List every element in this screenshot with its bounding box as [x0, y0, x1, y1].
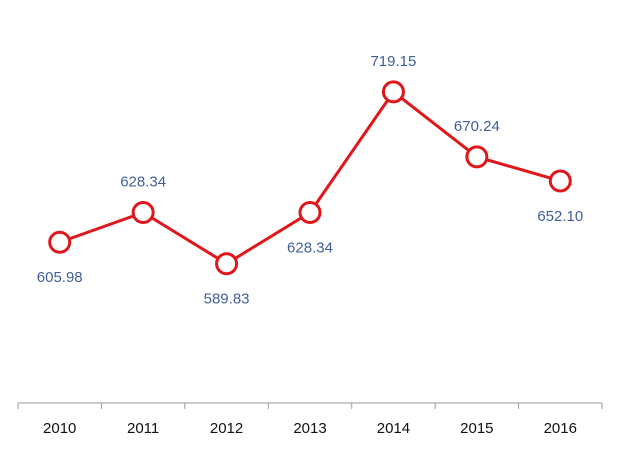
x-tick-label-2015: 2015	[460, 420, 493, 437]
data-labels: 605.98 628.34 589.83 628.34 719.15 670.24 652.…	[37, 53, 583, 308]
data-point-2012	[215, 252, 239, 276]
data-label-2015: 670.24	[454, 118, 500, 135]
data-label-2011: 628.34	[120, 174, 166, 191]
data-point-2014	[381, 80, 405, 104]
data-point-2016	[548, 169, 572, 193]
data-point-2010	[48, 230, 72, 254]
x-tick-label-2014: 2014	[377, 420, 410, 437]
x-tick-label-2016: 2016	[544, 420, 577, 437]
x-axis	[17, 402, 603, 409]
data-label-2014: 719.15	[370, 53, 416, 70]
data-label-2012: 589.83	[204, 291, 250, 308]
data-point-2015	[465, 145, 489, 169]
data-label-2010: 605.98	[37, 269, 83, 286]
data-label-2013: 628.34	[287, 240, 333, 257]
data-label-2016: 652.10	[537, 208, 583, 225]
x-tick-label-2010: 2010	[43, 420, 76, 437]
x-tick-labels: 2010 2011 2012 2013 2014 2015 2016	[43, 420, 577, 437]
data-point-2011	[131, 201, 155, 225]
data-point-2013	[298, 201, 322, 225]
x-tick-label-2012: 2012	[210, 420, 243, 437]
x-tick-label-2013: 2013	[293, 420, 326, 437]
data-points	[48, 80, 572, 276]
x-tick-label-2011: 2011	[127, 420, 159, 437]
